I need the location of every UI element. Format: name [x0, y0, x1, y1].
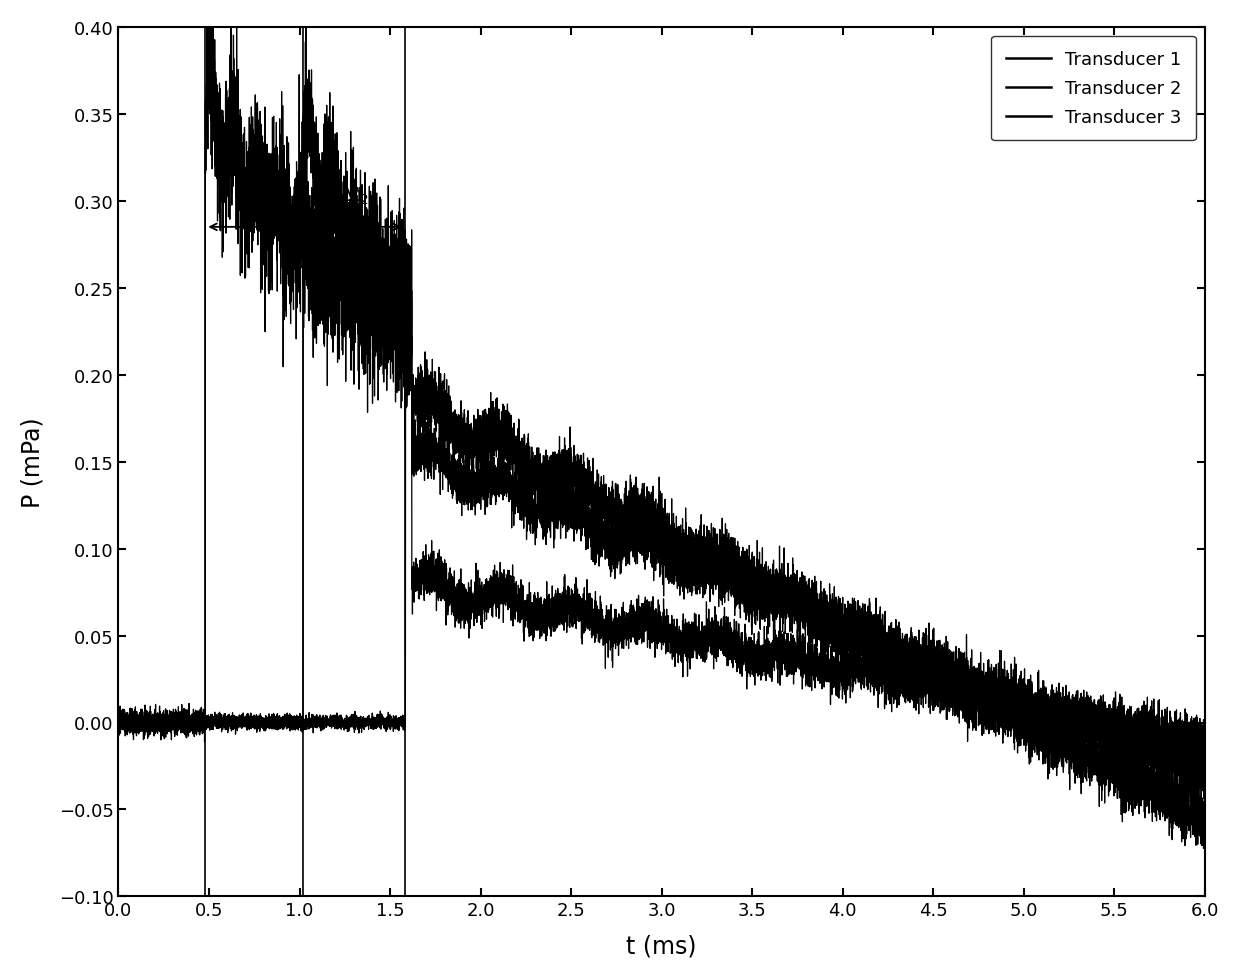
Transducer 3 [112, 719, 126, 731]
Transducer 1 [319, 241, 334, 252]
Transducer 3 [402, 263, 417, 275]
Text: $\Delta t_1$: $\Delta t_1$ [239, 186, 269, 206]
Transducer 2 [730, 575, 745, 587]
Transducer 1 [112, 700, 126, 712]
Line: Transducer 1: Transducer 1 [119, 6, 1205, 849]
Transducer 3 [131, 713, 146, 725]
Transducer 3 [730, 630, 745, 642]
Transducer 3 [1168, 762, 1183, 774]
Y-axis label: P (mPa): P (mPa) [21, 417, 45, 508]
Transducer 1 [1198, 814, 1213, 825]
Legend: Transducer 1, Transducer 2, Transducer 3: Transducer 1, Transducer 2, Transducer 3 [991, 37, 1195, 141]
Transducer 2 [1180, 764, 1195, 776]
Transducer 2 [319, 218, 334, 230]
Transducer 2 [1121, 736, 1136, 748]
Transducer 1 [1197, 843, 1211, 855]
Transducer 2 [131, 719, 146, 731]
Text: $\Delta t_2$: $\Delta t_2$ [339, 186, 370, 206]
X-axis label: t (ms): t (ms) [626, 933, 697, 957]
Transducer 1 [730, 554, 745, 565]
Transducer 1 [1180, 812, 1195, 823]
Transducer 3 [1121, 734, 1136, 745]
Transducer 3 [115, 723, 130, 734]
Transducer 2 [112, 713, 126, 725]
Line: Transducer 3: Transducer 3 [119, 269, 1205, 768]
Transducer 3 [319, 713, 334, 725]
Transducer 3 [1180, 745, 1195, 757]
Transducer 1 [131, 722, 146, 734]
Transducer 1 [1121, 776, 1136, 787]
Transducer 2 [115, 712, 130, 724]
Transducer 2 [299, 20, 314, 31]
Transducer 3 [1198, 753, 1213, 765]
Transducer 1 [115, 722, 130, 734]
Transducer 2 [1197, 798, 1211, 810]
Line: Transducer 2: Transducer 2 [119, 25, 1205, 804]
Transducer 1 [201, 0, 216, 12]
Transducer 2 [1198, 760, 1213, 772]
